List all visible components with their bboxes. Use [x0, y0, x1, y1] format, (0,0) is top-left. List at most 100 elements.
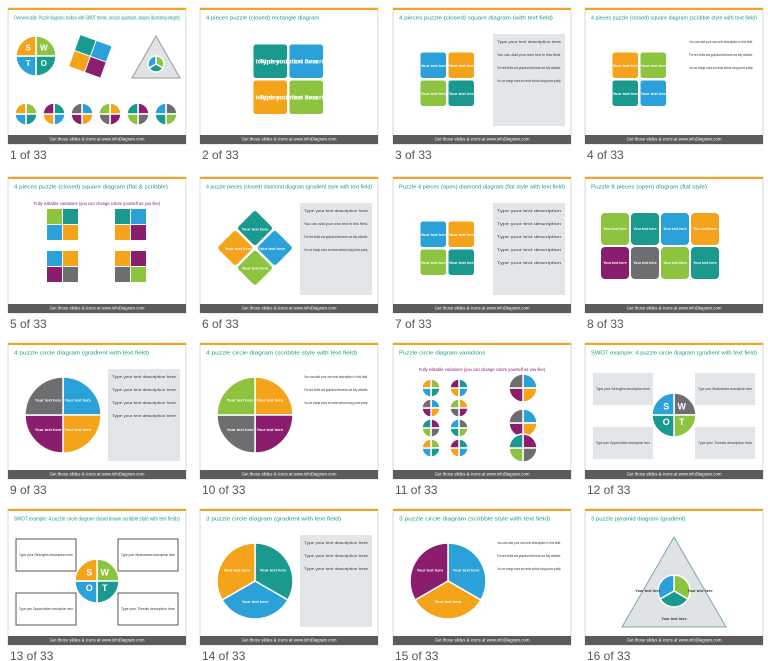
text-field — [493, 203, 565, 295]
piece-label: Your text here — [256, 397, 283, 402]
piece-label: Your text here — [449, 63, 476, 68]
puzzle-piece — [217, 229, 254, 266]
slide-footer: Get those slides & icons at www.infoDiag… — [435, 137, 530, 142]
slide-thumbnail[interactable]: Puzzle 4 pieces (open) diamond diagram (… — [392, 176, 572, 331]
slide-thumbnail[interactable]: 3 puzzle circle diagram (scribble style … — [392, 508, 572, 661]
slide-thumbnail[interactable]: Puzzle 8 pieces (open) diagram (flat sty… — [584, 176, 764, 331]
slide-thumbnail[interactable]: 4 puzzle circle diagram (gradient with t… — [7, 342, 187, 497]
slide-caption: 12 of 33 — [587, 483, 631, 497]
slide-footer-bar — [8, 304, 186, 313]
puzzle-piece — [252, 79, 288, 115]
puzzle-piece — [639, 51, 667, 79]
slide-footer-bar — [393, 135, 571, 144]
slide-thumbnail[interactable]: 4 puzzle pieces (closed) diamond diagram… — [199, 176, 379, 331]
piece-label: Your text here — [453, 568, 480, 573]
slide-caption: 3 of 33 — [395, 148, 432, 162]
slide-thumbnail[interactable]: SWOT example: 4 puzzle circle diagram (g… — [584, 342, 764, 497]
slide-subtitle: Fully editable variations (you can chang… — [34, 201, 161, 206]
text-box-label: Type your Opportunities description here — [596, 441, 650, 445]
puzzle-piece — [91, 40, 112, 62]
slide-title: 4 puzzle circle diagram (scribble style … — [206, 350, 358, 356]
slide-thumbnail[interactable]: Overview slide: Puzzle diagrams toolbox … — [7, 7, 187, 162]
piece-label: S — [663, 402, 669, 412]
puzzle-piece — [419, 79, 447, 107]
piece-label: Type your text description here — [224, 95, 319, 102]
piece-label: Your text here — [224, 568, 251, 573]
slide-caption: 5 of 33 — [10, 317, 47, 331]
slide-footer: Get those slides & icons at www.infoDiag… — [50, 137, 145, 142]
puzzle-piece — [63, 251, 78, 266]
puzzle-piece — [508, 408, 524, 424]
text-box — [15, 592, 77, 626]
text-box-label: Type your Strengths description here — [596, 387, 650, 391]
puzzle-piece — [659, 590, 689, 608]
slide-thumbnail[interactable]: 4 pieces puzzle (closed) square diagram … — [584, 7, 764, 162]
slide-top-bar — [393, 343, 571, 345]
text-field-line: You can add your own text description in… — [689, 40, 753, 44]
slide-thumbnail[interactable]: 3 puzzle circle diagram (gradient with t… — [199, 508, 379, 661]
puzzle-piece — [74, 558, 98, 582]
slide-thumbnail[interactable]: 4 pieces puzzle (closed) square diagram … — [7, 176, 187, 331]
slide-title: SWOT example: 4 puzzle circle diagram (h… — [14, 516, 180, 522]
piece-label: Your text here — [225, 246, 252, 251]
slide-thumbnail[interactable]: 3 puzzle pyramid diagram (gradient) Get t… — [584, 508, 764, 661]
piece-label: Your text here — [603, 227, 626, 231]
puzzle-piece — [447, 248, 475, 276]
text-box-label: Type your Threats description here — [121, 607, 175, 611]
slide-footer: Get those slides & icons at www.infoDiag… — [627, 306, 722, 311]
slide-footer: Get those slides & icons at www.infoDiag… — [435, 638, 530, 643]
puzzle-piece — [449, 378, 460, 389]
text-field-line: The text fields and graphical elements a… — [497, 66, 561, 70]
slide-footer-bar — [393, 470, 571, 479]
piece-label: Your text here — [64, 397, 91, 402]
slide-footer: Get those slides & icons at www.infoDiag… — [242, 306, 337, 311]
puzzle-piece — [14, 102, 27, 115]
piece-label: Your text here — [417, 568, 444, 573]
text-box — [695, 427, 755, 459]
piece-label: Your text here — [687, 589, 712, 593]
text-field — [493, 34, 565, 126]
slide-caption: 6 of 33 — [202, 317, 239, 331]
text-box-label: Type your Strengths description here — [19, 553, 73, 557]
slide-thumbnail[interactable]: 4 pieces puzzle (closed) rectangle diagr… — [199, 7, 379, 162]
slide-footer: Get those slides & icons at www.infoDiag… — [435, 306, 530, 311]
slide-caption: 2 of 33 — [202, 148, 239, 162]
slide-top-bar — [8, 177, 186, 179]
piece-label: Your text here — [242, 226, 269, 231]
piece-label: Your text here — [603, 261, 626, 265]
puzzle-piece — [254, 376, 294, 416]
slide-footer: Get those slides & icons at www.infoDiag… — [627, 638, 722, 643]
puzzle-piece — [631, 213, 659, 245]
puzzle-piece — [154, 102, 167, 115]
slide-top-bar — [8, 343, 186, 345]
slide-footer: Get those slides & icons at www.infoDiag… — [50, 472, 145, 477]
text-field-line: You can change colors and resize without… — [689, 66, 753, 70]
slide-title: 4 pieces puzzle (closed) square diagram … — [399, 15, 553, 21]
puzzle-piece — [288, 79, 324, 115]
puzzle-piece — [69, 51, 90, 72]
piece-label: Your text here — [35, 397, 62, 402]
piece-label: Your text here — [242, 599, 269, 604]
slide-thumbnail[interactable]: SWOT example: 4 puzzle circle diagram (h… — [7, 508, 187, 661]
text-field-line: Type your text description here — [112, 414, 176, 418]
puzzle-piece — [98, 102, 111, 115]
text-field-line: Type your text description — [497, 261, 561, 265]
slide-title: 4 pieces puzzle (closed) square diagram … — [591, 15, 757, 21]
slide-caption: 10 of 33 — [202, 483, 246, 497]
text-field-line: The text fields and graphical elements a… — [304, 388, 368, 392]
puzzle-piece — [47, 209, 62, 224]
slide-thumbnail[interactable]: 4 puzzle circle diagram (scribble style … — [199, 342, 379, 497]
puzzle-piece — [661, 247, 689, 279]
piece-label: W — [678, 402, 687, 412]
slide-thumbnail[interactable]: 4 pieces puzzle (closed) square diagram … — [392, 7, 572, 162]
piece-label: Your text here — [693, 227, 716, 231]
puzzle-piece — [62, 376, 102, 416]
slide-thumbnail[interactable]: Puzzle circle diagram variations Fully ed… — [392, 342, 572, 497]
slide-caption: 13 of 33 — [10, 649, 54, 661]
slide-footer-bar — [200, 636, 378, 645]
puzzle-piece — [85, 56, 106, 78]
piece-label: Your text here — [260, 568, 287, 573]
text-field-line: Type your text description — [497, 248, 561, 252]
puzzle-piece — [47, 251, 62, 266]
text-field-line: Type your text description here — [112, 388, 176, 392]
